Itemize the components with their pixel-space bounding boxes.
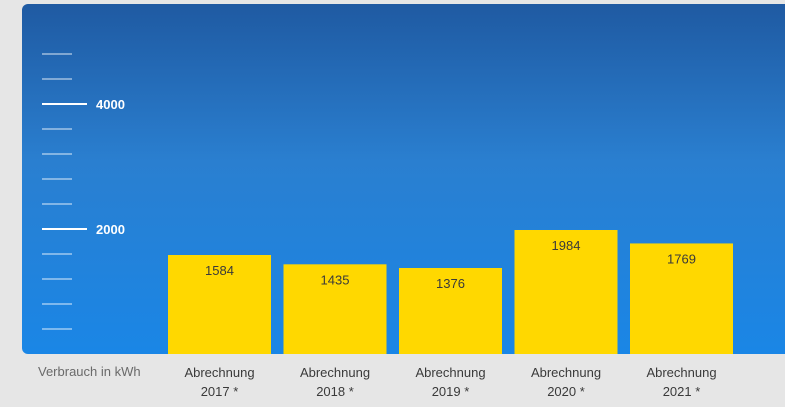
x-tick-label: 2019 * [432, 384, 470, 399]
bar-value-label: 1984 [552, 238, 581, 253]
x-tick-label: Abrechnung [300, 365, 370, 380]
bar-value-label: 1435 [321, 272, 350, 287]
x-tick-label: Abrechnung [531, 365, 601, 380]
bar-value-label: 1769 [667, 251, 696, 266]
x-tick-label: 2017 * [201, 384, 239, 399]
y-tick-label: 2000 [96, 222, 125, 237]
x-tick-label: Abrechnung [415, 365, 485, 380]
bar-value-label: 1376 [436, 276, 465, 291]
bar [283, 264, 387, 354]
bar [168, 255, 271, 354]
y-axis-label: Verbrauch in kWh [38, 364, 141, 379]
bar [630, 243, 733, 354]
bar [399, 268, 502, 354]
x-tick-label: Abrechnung [184, 365, 254, 380]
x-tick-label: 2018 * [316, 384, 354, 399]
bar [514, 230, 618, 354]
x-tick-label: Abrechnung [646, 365, 716, 380]
y-tick-label: 4000 [96, 97, 125, 112]
x-tick-label: 2020 * [547, 384, 585, 399]
x-tick-label: 2021 * [663, 384, 701, 399]
bar-value-label: 1584 [205, 263, 234, 278]
